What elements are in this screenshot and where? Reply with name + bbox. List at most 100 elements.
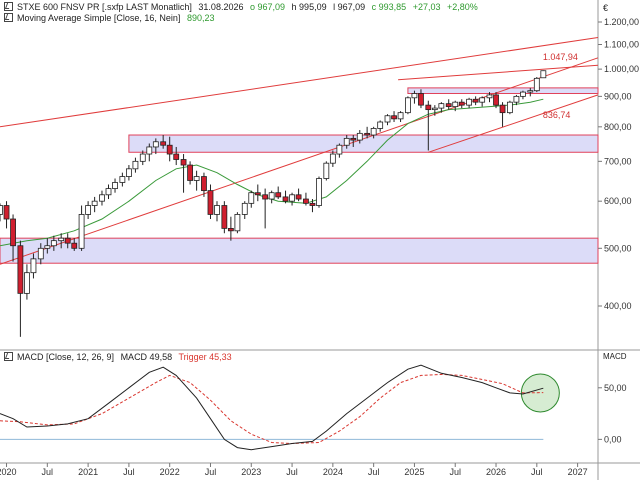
- price-tick-label: 1.200,00: [604, 17, 639, 27]
- candle-body: [193, 176, 200, 181]
- candle-body: [329, 153, 336, 164]
- candle-body: [17, 245, 24, 294]
- support-resistance-zone: [0, 237, 599, 264]
- macd-tick-label: 50,00: [604, 383, 627, 393]
- candle-body: [445, 103, 452, 108]
- candle-body: [0, 205, 3, 215]
- ma-value: 890,23: [186, 13, 215, 23]
- candle-body: [309, 202, 316, 206]
- candle-body: [10, 218, 16, 247]
- candle-body: [173, 153, 180, 160]
- candle-body: [91, 200, 98, 206]
- candle-body: [323, 162, 330, 179]
- price-tick-label: 500,00: [604, 243, 632, 253]
- candle-body: [316, 178, 322, 206]
- candle-body: [282, 196, 289, 202]
- macd-header: MACD [Close, 12, 26, 9] MACD 49,58 Trigg…: [4, 352, 236, 362]
- candle-body: [486, 94, 493, 99]
- candle-body: [343, 137, 350, 146]
- candle-body: [227, 228, 234, 232]
- candle-body: [241, 202, 248, 215]
- candle-body: [533, 77, 540, 92]
- low-value: l 967,09: [333, 2, 366, 12]
- macd-line: [0, 364, 544, 451]
- candle-body: [262, 194, 269, 200]
- candle-body: [303, 198, 309, 204]
- macd-label: MACD [Close, 12, 26, 9]: [17, 352, 115, 362]
- candle-body: [221, 205, 228, 229]
- candle-body: [37, 247, 44, 260]
- candle-body: [350, 137, 357, 141]
- candle-body: [295, 194, 302, 200]
- support-resistance-zone: [128, 134, 599, 153]
- candle-body: [201, 176, 207, 192]
- candle-body: [30, 258, 37, 274]
- time-tick-label: 2025: [404, 467, 424, 477]
- candle-body: [248, 192, 255, 204]
- candle-body: [50, 240, 57, 247]
- time-tick-label: Jul: [531, 467, 543, 477]
- candle-body: [289, 194, 295, 202]
- time-tick-label: Jul: [449, 467, 461, 477]
- time-tick-label: Jul: [42, 467, 54, 477]
- candle-body: [234, 214, 241, 232]
- candle-body: [431, 107, 438, 111]
- macd-tick-label: 0,00: [604, 434, 622, 444]
- header-line-2: Moving Average Simple [Close, 16, Nein] …: [4, 13, 218, 23]
- close-value: c 993,85: [371, 2, 407, 12]
- open-value: o 967,09: [249, 2, 286, 12]
- candle-body: [58, 237, 65, 242]
- channel-line-lower: [428, 94, 599, 153]
- candle-body: [472, 98, 479, 103]
- candle-body: [132, 160, 139, 170]
- candle-body: [71, 242, 78, 249]
- candle-body: [24, 272, 30, 294]
- candle-body: [452, 101, 459, 108]
- candle-body: [438, 103, 445, 109]
- candle-body: [254, 192, 261, 196]
- candle-body: [370, 128, 377, 136]
- time-tick-label: 2026: [486, 467, 506, 477]
- time-tick-label: 2020: [0, 467, 17, 477]
- candle-body: [85, 205, 92, 215]
- candle-body: [214, 205, 220, 215]
- candle-body: [180, 159, 187, 166]
- candle-body: [78, 214, 85, 249]
- currency-label: €: [603, 3, 609, 13]
- candle-body: [458, 101, 465, 106]
- candle-body: [466, 98, 472, 106]
- time-tick-label: 2021: [78, 467, 98, 477]
- candle-body: [187, 164, 193, 181]
- checkbox-icon[interactable]: [4, 2, 13, 11]
- candle-body: [377, 121, 384, 129]
- header-line-1: STXE 600 FNSV PR [.sxfp LAST Monatlich] …: [4, 2, 482, 12]
- candle-body: [411, 93, 418, 99]
- candle-body: [520, 91, 526, 97]
- candle-body: [64, 237, 71, 244]
- change-value: +27,03: [412, 2, 441, 12]
- time-tick-label: Jul: [368, 467, 380, 477]
- change-pct-value: +2,80%: [447, 2, 478, 12]
- candle-body: [506, 101, 513, 114]
- macd-trigger-line: [0, 373, 544, 445]
- macd-value: MACD 49,58: [120, 352, 173, 362]
- candle-body: [356, 132, 363, 141]
- macd-axis-title: MACD: [603, 352, 627, 361]
- candle-body: [275, 192, 282, 198]
- channel-line-middle: [0, 57, 599, 265]
- time-tick-label: Jul: [205, 467, 217, 477]
- candle-body: [364, 132, 371, 136]
- candle-body: [99, 194, 105, 202]
- date-label: 31.08.2026: [198, 2, 244, 12]
- candle-body: [268, 192, 275, 200]
- checkbox-icon[interactable]: [4, 13, 13, 22]
- checkbox-icon[interactable]: [4, 352, 13, 361]
- candle-body: [397, 112, 404, 120]
- candle-body: [391, 115, 397, 120]
- channel-line-upper: [0, 37, 599, 128]
- time-tick-label: 2023: [241, 467, 261, 477]
- candle-body: [336, 144, 343, 155]
- price-tick-label: 800,00: [604, 122, 632, 132]
- channel-line-top-extension: [398, 64, 599, 81]
- time-tick-label: Jul: [286, 467, 298, 477]
